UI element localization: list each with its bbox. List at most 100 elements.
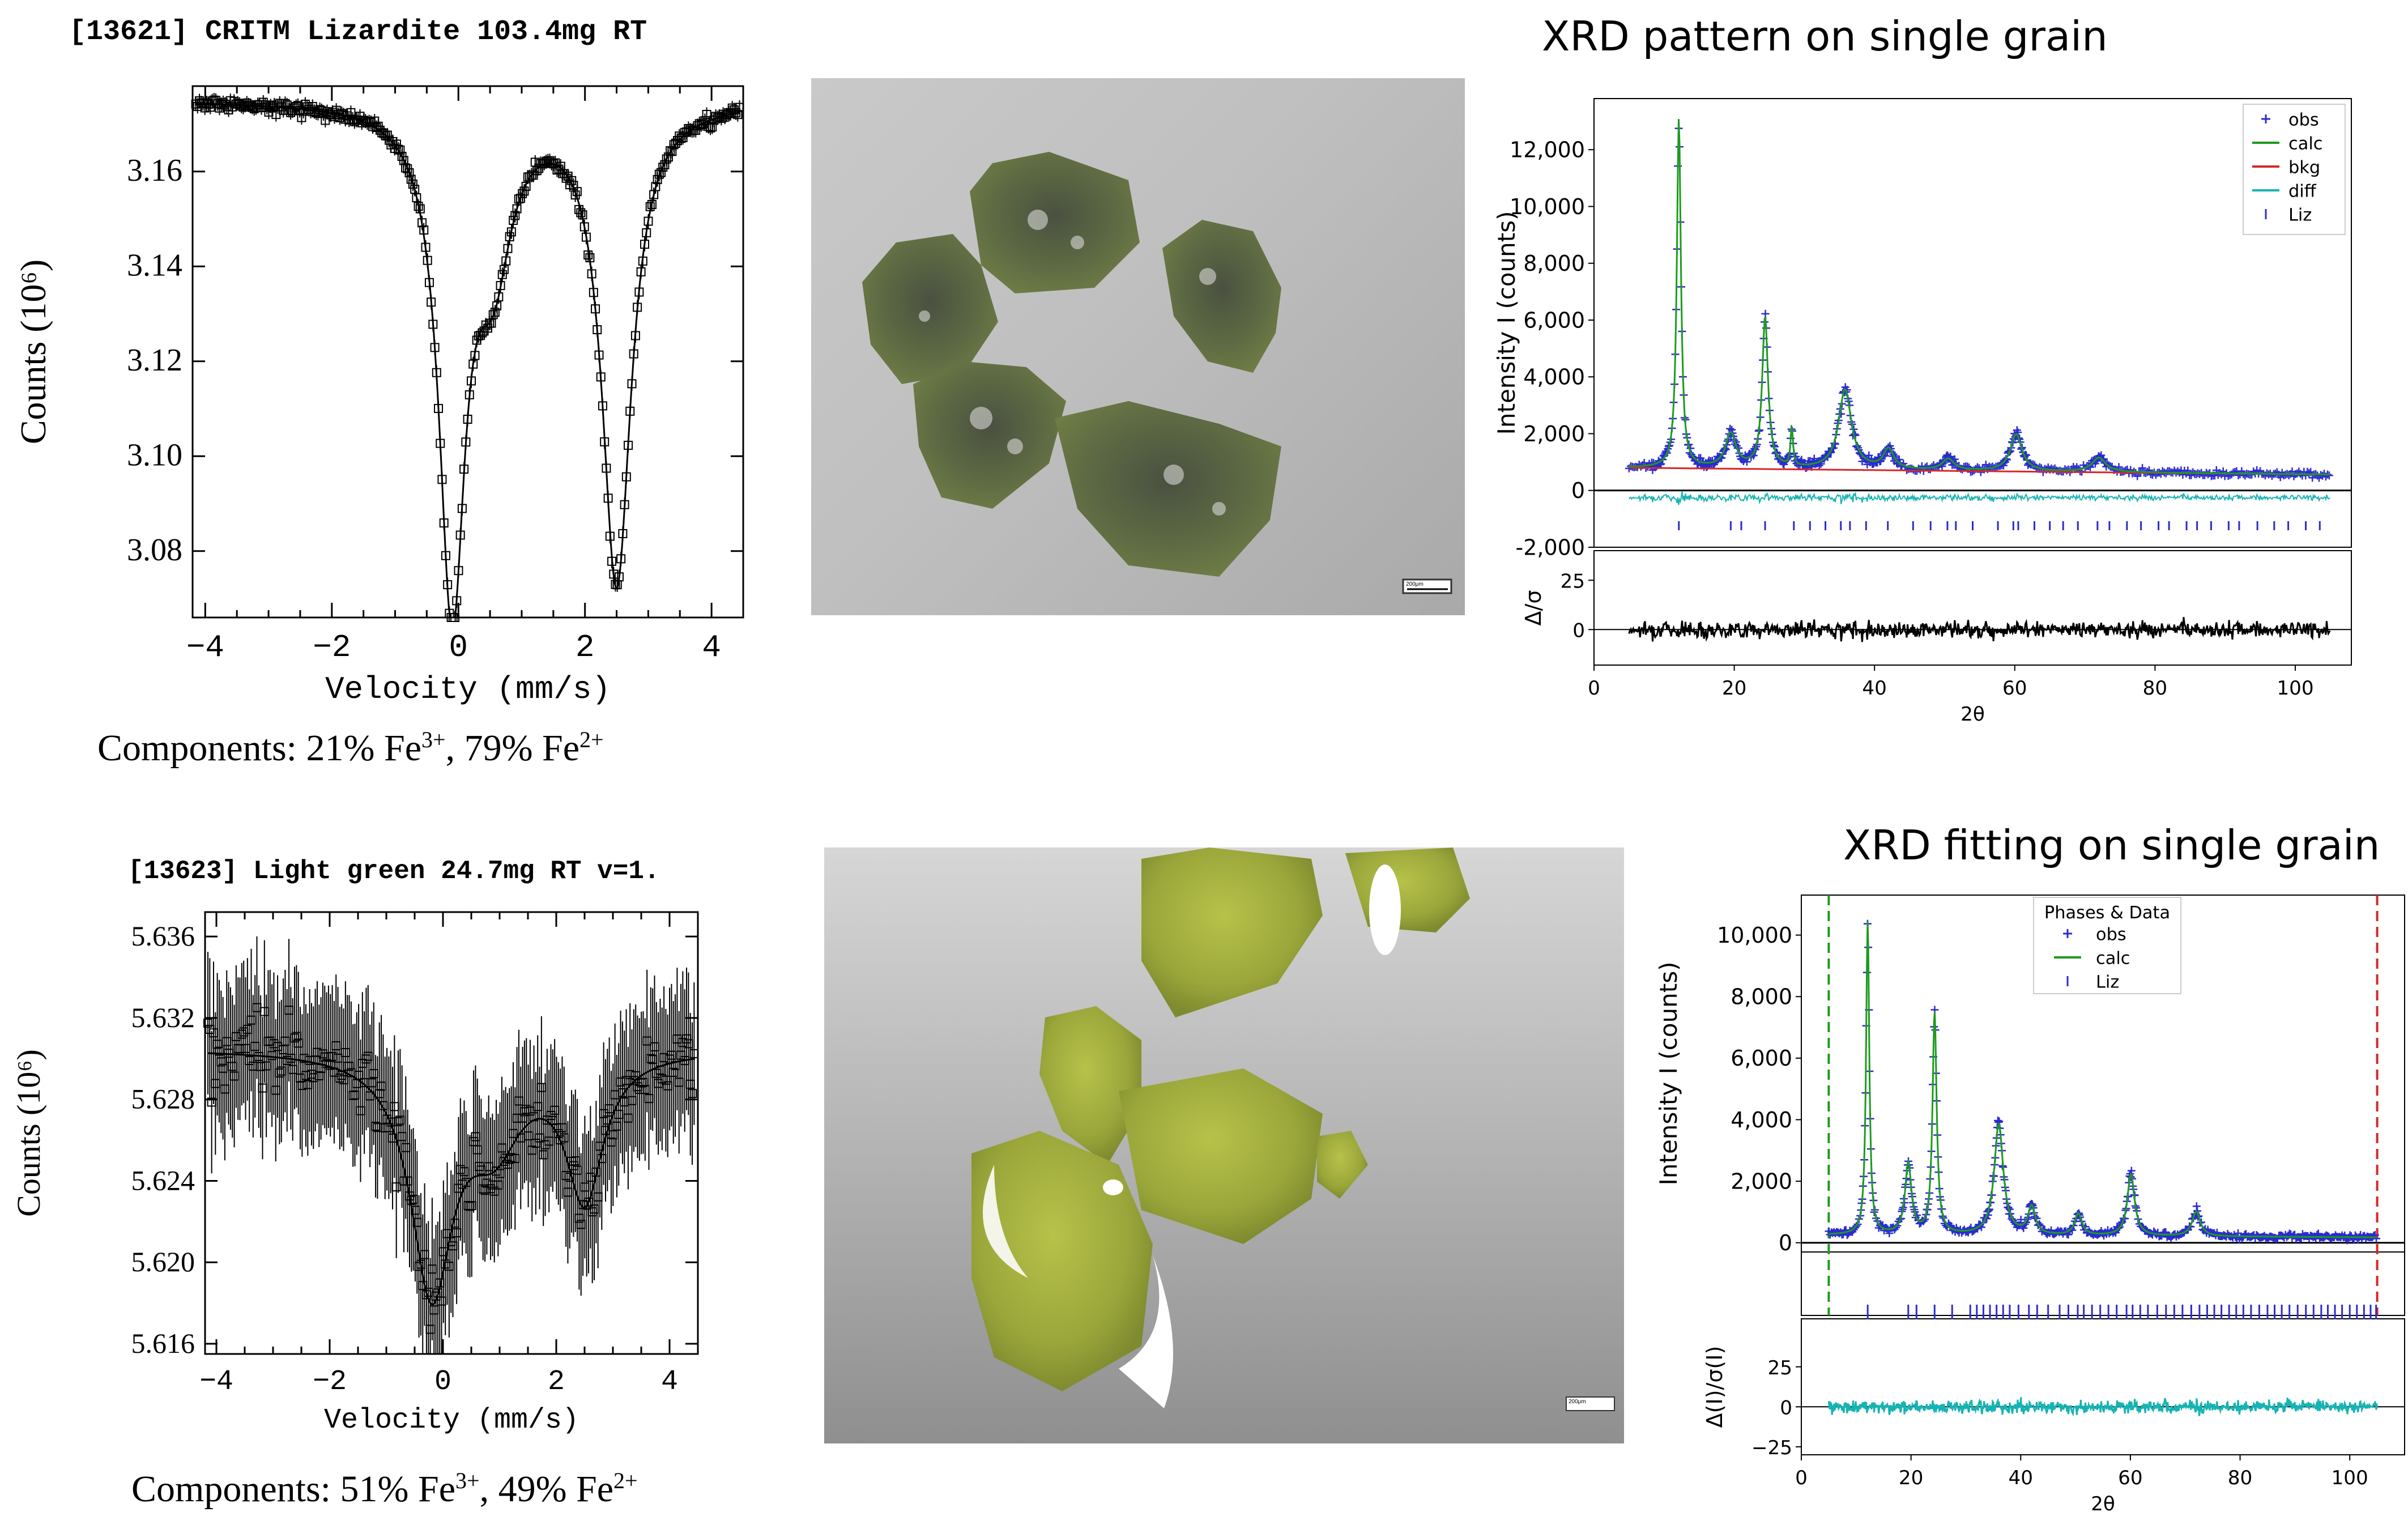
obs-points bbox=[1625, 124, 2333, 482]
scale-bar-label-1: 200μm bbox=[1406, 581, 1424, 587]
fe2-percent: 49% bbox=[498, 1468, 567, 1510]
fe2-percent: 79% bbox=[464, 727, 533, 769]
x-tick-label: 100 bbox=[2277, 677, 2313, 700]
obs-point bbox=[2305, 469, 2313, 478]
obs-point bbox=[1797, 455, 1806, 464]
grain-c bbox=[1039, 1006, 1141, 1165]
x-tick-label: 2 bbox=[576, 629, 595, 666]
obs-point bbox=[2231, 468, 2239, 476]
fe2-symbol: Fe bbox=[576, 1468, 614, 1510]
obs-point bbox=[1815, 461, 1823, 470]
resid-y-tick-label: 0 bbox=[1572, 620, 1585, 642]
legend-label-bkg: bkg bbox=[2288, 157, 2320, 177]
legend-label-calc: calc bbox=[2288, 134, 2323, 154]
xrd-1-plot: -2,000 0 2,000 4,000 6,000 8,000 10,000 12,000 I… bbox=[1493, 98, 2352, 726]
data-point bbox=[410, 185, 420, 194]
mossbauer-spectrum-2: [13623] Light green 24.7mg RT v=1. 5.616… bbox=[0, 821, 793, 1529]
resid-y-tick-label: 25 bbox=[1767, 1357, 1792, 1379]
obs-point bbox=[2019, 1224, 2028, 1232]
fe3-charge: 3+ bbox=[455, 1468, 480, 1493]
reflection-1 bbox=[1369, 864, 1401, 955]
obs-point bbox=[1877, 1222, 1886, 1230]
main-axes-frame bbox=[1593, 98, 2352, 548]
scale-bar-1 bbox=[1402, 578, 1452, 594]
resid-y-tick-label: 0 bbox=[1780, 1397, 1792, 1420]
obs-point bbox=[1742, 458, 1751, 466]
y-tick-label: -2,000 bbox=[1516, 535, 1586, 560]
xrd-pattern-2: XRD fitting on single grain 0 2,000 4,000 6… bbox=[1643, 804, 2408, 1529]
spectrum-1-plot: 3.08 3.10 3.12 3.14 3.16 −4 −2 0 2 4 Velocity (mm/… bbox=[13, 85, 744, 708]
x-tick-label: 0 bbox=[449, 629, 468, 666]
obs-point bbox=[1950, 455, 1959, 463]
diff-curve bbox=[1629, 491, 2330, 505]
reflection-4 bbox=[983, 1165, 1028, 1278]
data-point bbox=[297, 113, 306, 122]
fit-curve bbox=[207, 1052, 696, 1306]
x-tick-label: 40 bbox=[2009, 1467, 2034, 1489]
calc-curve bbox=[1629, 119, 2330, 475]
x-axis-label: 2θ bbox=[1961, 703, 1985, 726]
xrd-1-title: XRD pattern on single grain bbox=[1542, 12, 2108, 60]
spectrum-2-plot: 5.616 5.620 5.624 5.628 5.632 5.636 −4 −2 0 2 4 Vel… bbox=[10, 911, 699, 1437]
grain-1 bbox=[862, 234, 998, 384]
fe3-percent: 51% bbox=[340, 1468, 409, 1510]
reflection-axes-frame bbox=[1801, 1251, 2405, 1316]
grain-b bbox=[1345, 847, 1470, 932]
grain-3 bbox=[1162, 220, 1281, 373]
grain-photo-1-drawing bbox=[862, 152, 1452, 594]
data-point bbox=[382, 130, 392, 140]
x-tick-label: 60 bbox=[2118, 1467, 2143, 1489]
y-tick-label: 0 bbox=[1779, 1230, 1792, 1255]
y-tick-label: 3.16 bbox=[127, 153, 182, 188]
y-tick-label: 5.628 bbox=[131, 1083, 195, 1115]
spectrum-2-title: [13623] Light green 24.7mg RT v=1. bbox=[128, 857, 660, 886]
obs-point bbox=[2325, 471, 2333, 480]
obs-point bbox=[1702, 463, 1711, 471]
legend-label-obs: obs bbox=[2288, 110, 2319, 130]
obs-point bbox=[1839, 1230, 1847, 1238]
components-label: Components: bbox=[97, 727, 297, 769]
legend-label-obs: obs bbox=[2096, 925, 2126, 944]
x-tick-label: 4 bbox=[702, 629, 721, 666]
residual-axes-frame bbox=[1801, 1318, 2405, 1455]
x-tick-label: −2 bbox=[313, 629, 351, 666]
obs-point bbox=[2204, 470, 2212, 479]
x-tick-label: 100 bbox=[2332, 1467, 2368, 1489]
resid-y-tick-label: 25 bbox=[1560, 570, 1585, 593]
legend-box bbox=[2033, 897, 2181, 994]
grain-photo-2-drawing bbox=[971, 847, 1615, 1411]
data-point bbox=[708, 122, 717, 132]
spectrum-1-title: [13621] CRITM Lizardite 103.4mg RT bbox=[69, 16, 647, 48]
x-tick-label: 0 bbox=[1588, 677, 1600, 700]
obs-point bbox=[2064, 1230, 2073, 1239]
spectrum-2-components: Components: 51% Fe3+, 49% Fe2+ bbox=[131, 1468, 638, 1510]
y-tick-label: 3.10 bbox=[127, 437, 182, 472]
components-label: Components: bbox=[131, 1468, 331, 1510]
y-tick-label: 0 bbox=[1571, 478, 1585, 503]
residual-curve bbox=[1827, 1397, 2378, 1417]
y-axis-label: Counts (10⁶) bbox=[10, 1049, 47, 1217]
data-point bbox=[510, 211, 520, 220]
obs-point bbox=[2138, 464, 2147, 472]
resid-y-tick-label: −25 bbox=[1751, 1437, 1792, 1459]
obs-point bbox=[2285, 471, 2293, 480]
legend-label-diff: diff bbox=[2288, 181, 2317, 201]
resid-y-axis-label: Δ(I)/σ(I) bbox=[1702, 1346, 1727, 1428]
x-tick-label: −2 bbox=[313, 1366, 347, 1398]
legend-label-calc: calc bbox=[2096, 948, 2130, 968]
data-point bbox=[688, 1089, 697, 1098]
residual-curve bbox=[1628, 617, 2331, 642]
y-tick-label: 6,000 bbox=[1731, 1046, 1792, 1071]
x-tick-label: −4 bbox=[199, 1366, 233, 1398]
fit-curve bbox=[195, 103, 740, 619]
calc-curve bbox=[1829, 921, 2377, 1238]
data-point bbox=[203, 1019, 212, 1028]
fe2-symbol: Fe bbox=[542, 727, 580, 769]
legend-marker-obs bbox=[2063, 929, 2072, 938]
obs-point bbox=[1963, 462, 1972, 471]
x-tick-label: −4 bbox=[186, 629, 224, 666]
legend: obs calc bkg diff Liz bbox=[2243, 104, 2346, 235]
plot-frame bbox=[191, 85, 744, 619]
fe3-symbol: Fe bbox=[418, 1468, 455, 1510]
legend-box bbox=[2243, 104, 2346, 235]
